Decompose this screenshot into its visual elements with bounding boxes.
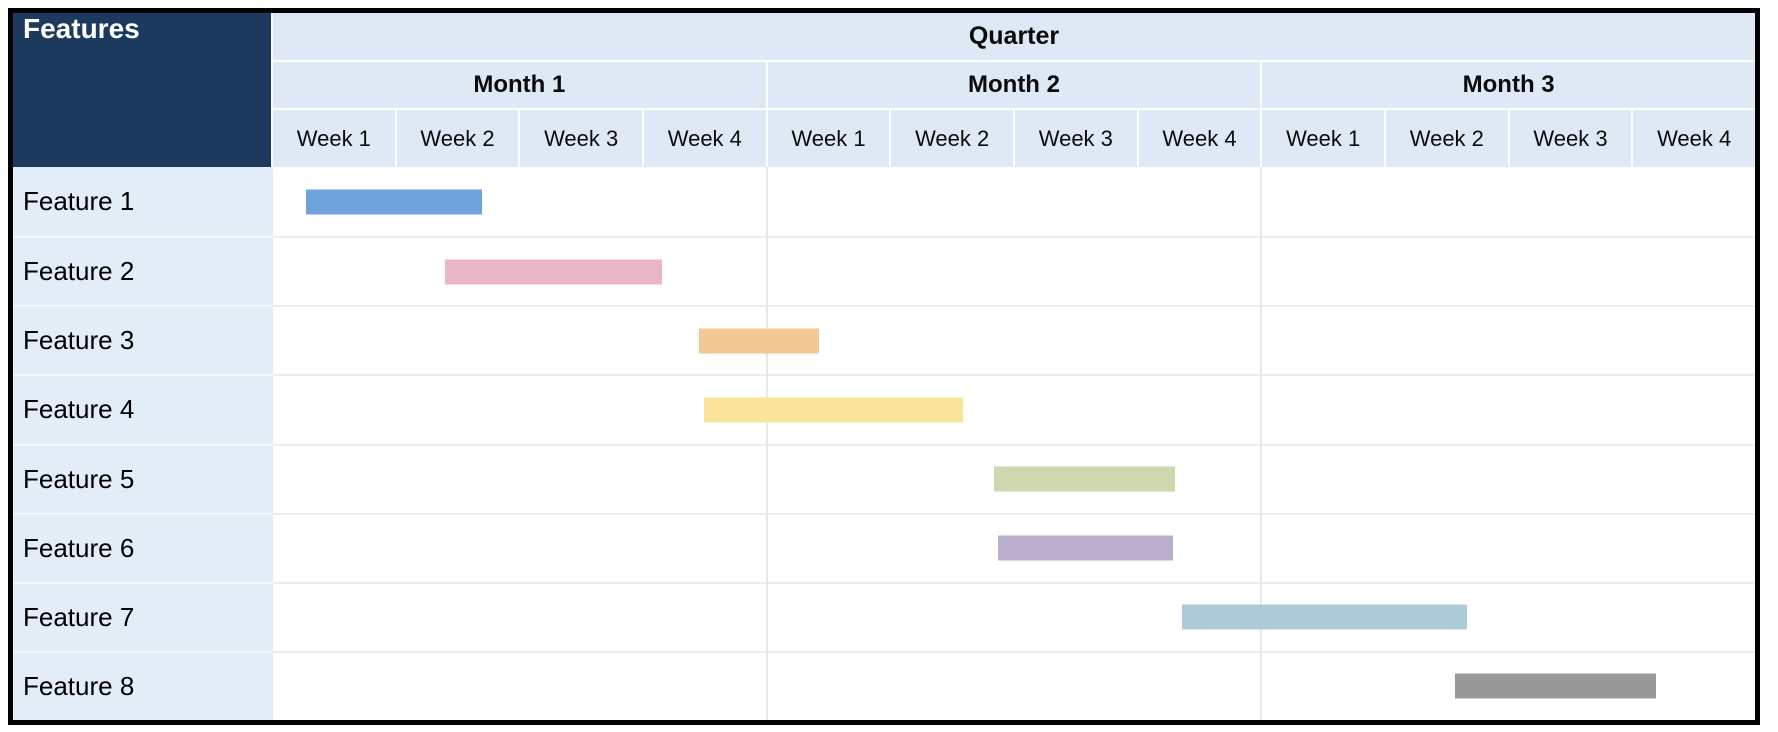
week-header-m2-w4: Week 4 bbox=[1138, 110, 1261, 167]
feature-label-2: Feature 2 bbox=[13, 236, 273, 306]
week-header-m1-w2: Week 2 bbox=[396, 110, 519, 167]
week-header-m2-w2: Week 2 bbox=[891, 110, 1013, 167]
table-body: Feature 1 Feature 2 Feature 3 Feature 4 Feat… bbox=[13, 167, 1755, 721]
week-header-m1-w4: Week 4 bbox=[643, 110, 766, 167]
gantt-bar-4 bbox=[704, 397, 964, 423]
feature-label-7: Feature 7 bbox=[13, 581, 273, 651]
feature-label-8: Feature 8 bbox=[13, 650, 273, 720]
month-header-3: Month 3 bbox=[1262, 62, 1755, 108]
week-header-m1-w1: Week 1 bbox=[273, 110, 395, 167]
timeline-track-8 bbox=[273, 650, 1755, 721]
timeline-track-5 bbox=[273, 443, 1755, 513]
gantt-bar-8 bbox=[1454, 673, 1657, 699]
gantt-chart-table: Features Quarter Month 1 Month 2 Month 3 We… bbox=[8, 8, 1760, 725]
week-header-m1-w3: Week 3 bbox=[520, 110, 642, 167]
timeline-track-3 bbox=[273, 305, 1755, 375]
week-header-m3-w1: Week 1 bbox=[1262, 110, 1384, 167]
quarter-header: Quarter bbox=[273, 13, 1755, 60]
feature-label-5: Feature 5 bbox=[13, 443, 273, 513]
feature-row-2: Feature 2 bbox=[13, 236, 1755, 306]
feature-row-6: Feature 6 bbox=[13, 512, 1755, 582]
feature-row-4: Feature 4 bbox=[13, 374, 1755, 444]
feature-row-7: Feature 7 bbox=[13, 581, 1755, 652]
month-header-1: Month 1 bbox=[273, 62, 766, 108]
timeline-track-2 bbox=[273, 236, 1755, 306]
week-header-m2-w1: Week 1 bbox=[767, 110, 890, 167]
feature-row-3: Feature 3 bbox=[13, 305, 1755, 375]
feature-label-6: Feature 6 bbox=[13, 512, 273, 582]
timeline-track-6 bbox=[273, 512, 1755, 582]
feature-row-1: Feature 1 bbox=[13, 167, 1755, 237]
week-header-m2-w3: Week 3 bbox=[1014, 110, 1137, 167]
month-header-2: Month 2 bbox=[767, 62, 1261, 108]
gantt-bar-1 bbox=[306, 189, 482, 215]
feature-label-3: Feature 3 bbox=[13, 305, 273, 375]
feature-row-5: Feature 5 bbox=[13, 443, 1755, 513]
feature-label-4: Feature 4 bbox=[13, 374, 273, 444]
gantt-bar-2 bbox=[444, 259, 663, 285]
week-header-m3-w2: Week 2 bbox=[1385, 110, 1508, 167]
features-corner-header: Features bbox=[13, 13, 271, 167]
timeline-track-4 bbox=[273, 374, 1755, 444]
feature-label-1: Feature 1 bbox=[13, 167, 273, 237]
gantt-bar-5 bbox=[994, 466, 1175, 492]
gantt-bar-3 bbox=[699, 328, 819, 354]
timeline-track-7 bbox=[273, 581, 1755, 652]
gantt-bar-7 bbox=[1181, 604, 1468, 630]
week-header-m3-w3: Week 3 bbox=[1509, 110, 1632, 167]
feature-row-8: Feature 8 bbox=[13, 650, 1755, 721]
timeline-track-1 bbox=[273, 167, 1755, 237]
gantt-bar-6 bbox=[997, 535, 1174, 561]
week-header-m3-w4: Week 4 bbox=[1633, 110, 1755, 167]
table-header: Features Quarter Month 1 Month 2 Month 3 We… bbox=[13, 13, 1755, 167]
